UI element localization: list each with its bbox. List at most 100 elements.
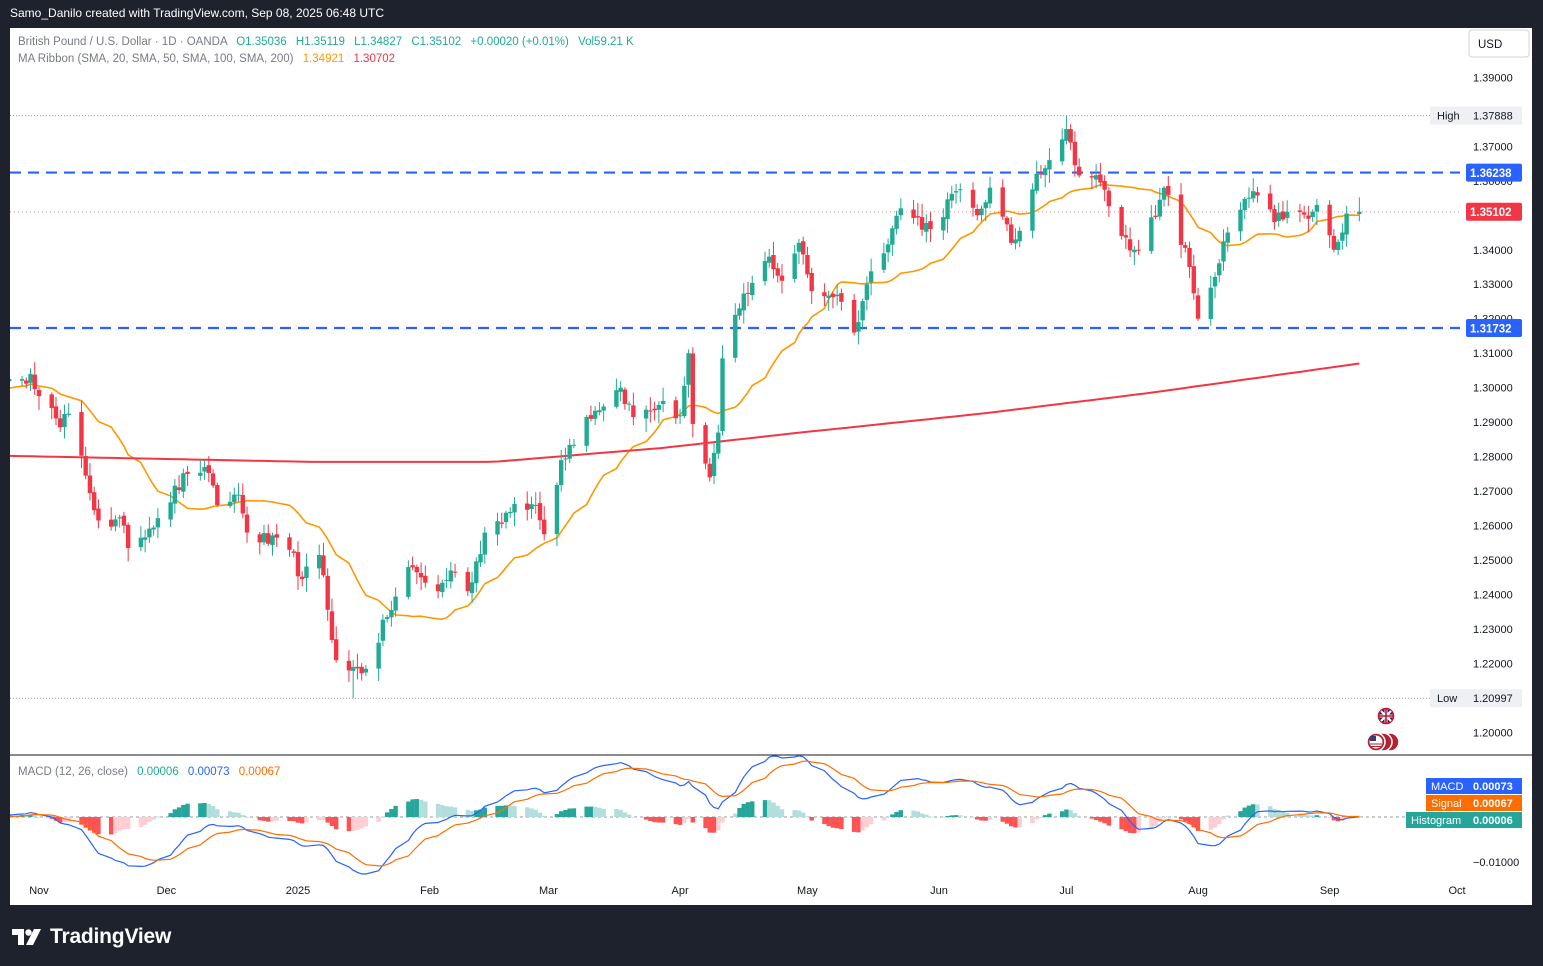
macd-histogram-bar [440, 805, 445, 817]
time-tick-label: Sep [1320, 885, 1340, 897]
last-price-value: 1.35102 [1470, 207, 1512, 219]
candle [567, 438, 572, 464]
macd-histogram-bar [121, 817, 127, 829]
upper-level-line-tag [1466, 163, 1522, 182]
candle-body [1047, 160, 1052, 170]
macd-histogram-bar [232, 812, 237, 817]
macd-histogram-bar [151, 817, 156, 820]
legend-change: +0.00020 (+0.01%) [470, 36, 569, 48]
candle-body [911, 209, 916, 218]
candle [346, 650, 352, 683]
macd-histogram-bar [928, 816, 933, 818]
candle [350, 659, 356, 699]
macd-histogram-bar [779, 809, 785, 817]
candle [448, 561, 454, 589]
candle [53, 396, 59, 426]
candle-body [147, 528, 152, 538]
candle [690, 347, 696, 438]
low-tag-value: 1.20997 [1473, 693, 1513, 705]
candle [1246, 187, 1252, 208]
macd-histogram-bar [1314, 815, 1320, 817]
macd-histogram-bar [1217, 817, 1222, 824]
macd-histogram-bar [762, 800, 768, 817]
candle-body [1093, 175, 1099, 180]
uk-flag-icon[interactable] [1376, 706, 1396, 726]
candle-body [830, 293, 836, 298]
candle-body [363, 668, 369, 673]
macd-histogram-bar [529, 808, 534, 817]
macd-histogram-bar [1276, 810, 1281, 817]
candle [716, 424, 721, 459]
macd-histogram-bar [1178, 817, 1184, 820]
macd-histogram-bar [1064, 809, 1069, 817]
candle [121, 511, 127, 534]
legend-volume: Vol59.21 K [578, 36, 634, 48]
candle [499, 512, 504, 529]
candle-body [168, 502, 173, 520]
macd-histogram-bar [227, 811, 233, 817]
candle-body [716, 432, 721, 454]
candle-body [482, 532, 487, 555]
candle-body [1187, 247, 1192, 267]
chart-container[interactable]: 1.390001.380001.370001.360001.350001.340… [0, 28, 1532, 905]
candle [503, 510, 509, 529]
candle-body [958, 189, 963, 191]
macd-histogram-bar [202, 803, 207, 817]
candle [333, 626, 339, 663]
macd-histogram-bar [592, 806, 598, 817]
price-tick-label: 1.25000 [1473, 555, 1513, 567]
candle [1208, 275, 1213, 326]
candle-body [91, 492, 97, 511]
candle [117, 514, 122, 528]
candle [1093, 164, 1099, 189]
macd-histogram-bar [1123, 817, 1129, 832]
macd-histogram-bar [1267, 806, 1273, 817]
candle [945, 192, 950, 233]
macd-histogram-bar [1000, 817, 1005, 822]
candle [1064, 115, 1069, 145]
candle [410, 556, 415, 571]
candle-body [1191, 266, 1196, 294]
macd-histogram-bar [185, 803, 190, 817]
macd-tag-value: 0.00073 [1473, 781, 1513, 793]
candle-body [32, 374, 37, 390]
candle-body [690, 353, 696, 424]
macd-histogram-bar [533, 809, 538, 817]
candle [1106, 187, 1112, 218]
macd-histogram-bar [444, 806, 449, 817]
candle-body [622, 389, 628, 405]
candle [1306, 205, 1311, 233]
candle-body [58, 418, 63, 428]
candle-body [1013, 239, 1018, 244]
candle [478, 540, 483, 567]
candle-body [987, 187, 993, 204]
candle-body [1310, 211, 1315, 218]
macd-histogram-bar [525, 807, 530, 817]
candle [537, 491, 543, 530]
candle-body [890, 228, 895, 245]
candle-body [673, 400, 679, 419]
candle-body [894, 215, 899, 229]
chart-canvas[interactable]: 1.390001.380001.370001.360001.350001.340… [0, 28, 1532, 905]
candle [138, 526, 144, 552]
macd-histogram-bar [1068, 810, 1073, 817]
lower-level-line-value: 1.31732 [1470, 323, 1512, 335]
candle-body [49, 394, 54, 408]
candle-body [503, 512, 509, 523]
candle-body [533, 504, 538, 506]
candle-body [321, 555, 326, 576]
currency-button[interactable]: USD [1468, 29, 1530, 58]
candle [860, 298, 865, 330]
candle-body [1272, 209, 1277, 223]
us-flag-icons[interactable] [1366, 732, 1400, 752]
tradingview-brand[interactable]: TradingView [12, 924, 171, 950]
candle [686, 349, 691, 398]
macd-histogram-bar [911, 810, 916, 817]
candle [49, 392, 54, 419]
legend-low: L1.34827 [354, 36, 402, 48]
candle [414, 564, 420, 585]
macd-histogram-bar [465, 809, 470, 817]
candle [232, 487, 237, 513]
candle-body [113, 519, 118, 527]
macd-histogram-bar [380, 816, 386, 818]
